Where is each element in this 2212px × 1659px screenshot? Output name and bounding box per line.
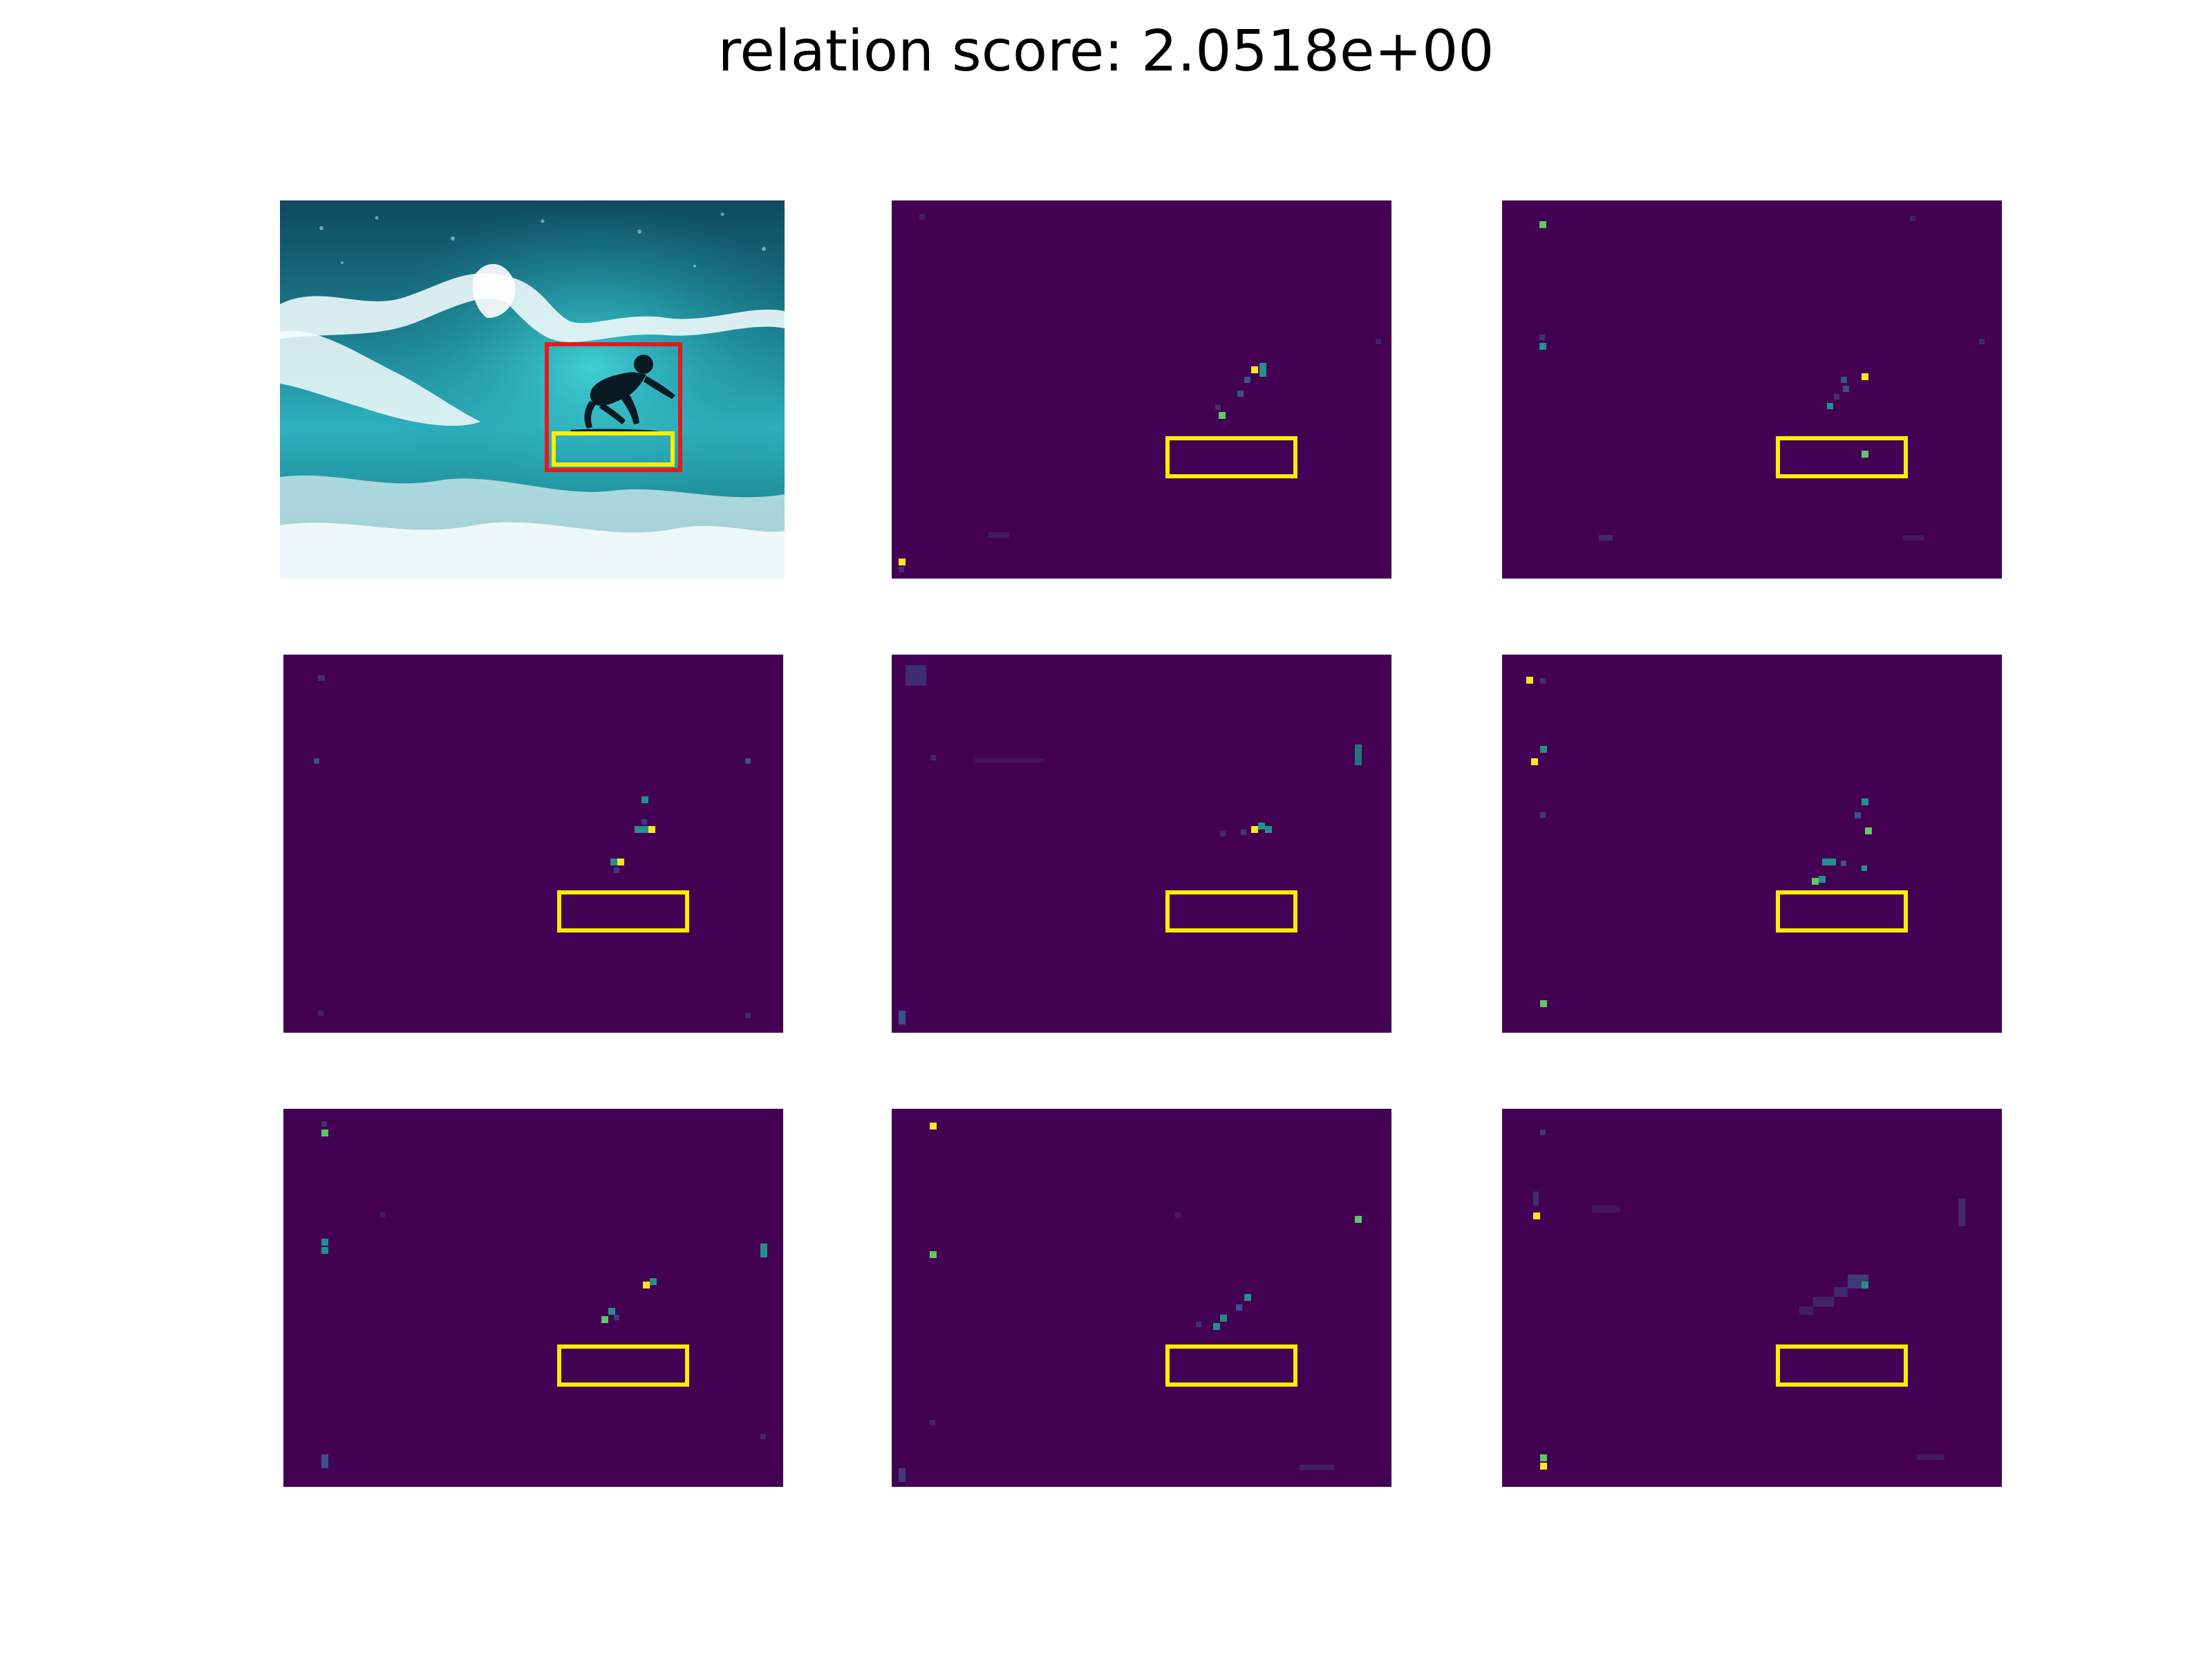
- subject-bounding-box: [545, 342, 682, 472]
- object-bounding-box: [1776, 1344, 1908, 1387]
- attention-heatmap-2: [1502, 200, 2002, 579]
- object-bounding-box: [552, 431, 675, 467]
- attention-heatmap-5: [1502, 655, 2002, 1033]
- object-bounding-box: [1165, 436, 1297, 478]
- attention-heatmap-7: [892, 1109, 1391, 1487]
- attention-heatmap-8: [1502, 1109, 2002, 1487]
- original-photo-panel: [280, 200, 785, 579]
- object-bounding-box: [1776, 890, 1908, 932]
- object-bounding-box: [1776, 436, 1908, 478]
- attention-heatmap-6: [283, 1109, 783, 1487]
- figure-title: relation score: 2.0518e+00: [718, 19, 1494, 84]
- object-bounding-box: [557, 890, 689, 932]
- surfer-on-wave-photo: [280, 200, 785, 579]
- attention-heatmap-1: [892, 200, 1391, 579]
- object-bounding-box: [1165, 1344, 1297, 1387]
- object-bounding-box: [1165, 890, 1297, 932]
- attention-heatmap-3: [283, 655, 783, 1033]
- object-bounding-box: [557, 1344, 689, 1387]
- attention-heatmap-4: [892, 655, 1391, 1033]
